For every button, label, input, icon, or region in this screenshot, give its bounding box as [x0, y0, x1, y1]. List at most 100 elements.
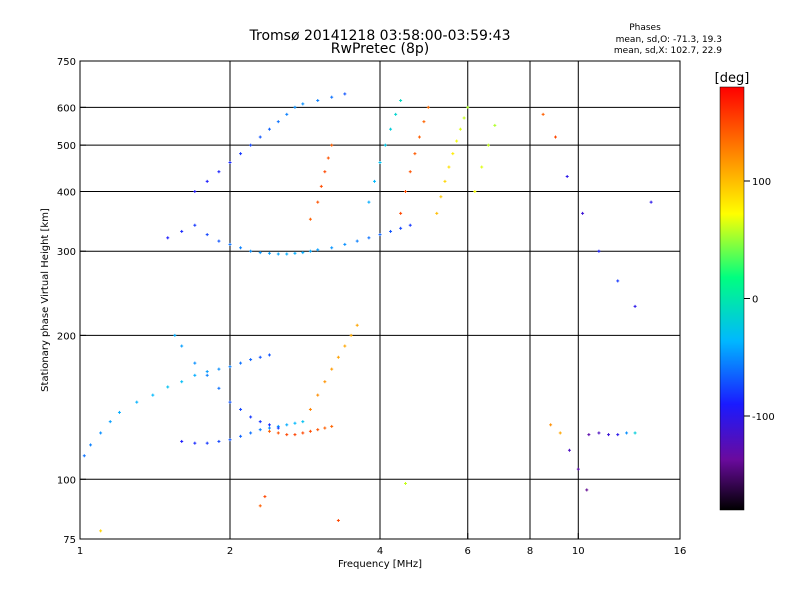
- x-axis-label: Frequency [MHz]: [338, 559, 422, 570]
- data-point: [228, 400, 232, 404]
- data-point: [217, 439, 221, 443]
- data-point: [205, 441, 209, 445]
- data-point: [541, 112, 545, 116]
- data-point: [633, 304, 637, 308]
- x-tick-label: 6: [465, 546, 471, 557]
- data-point: [399, 211, 403, 215]
- data-point: [443, 179, 447, 183]
- data-point: [180, 344, 184, 348]
- data-point: [249, 431, 253, 435]
- data-point: [205, 370, 209, 374]
- data-point: [336, 355, 340, 359]
- data-points: [82, 92, 653, 533]
- y-tick-label: 500: [57, 141, 76, 152]
- data-point: [473, 189, 477, 193]
- y-tick-label: 300: [57, 247, 76, 258]
- data-point: [323, 380, 327, 384]
- data-point: [239, 434, 243, 438]
- data-point: [408, 223, 412, 227]
- data-point: [228, 242, 232, 246]
- data-point: [597, 431, 601, 435]
- data-point: [367, 200, 371, 204]
- data-point: [249, 358, 253, 362]
- data-point: [276, 426, 280, 430]
- data-point: [82, 454, 86, 458]
- y-axis-label: Stationary phase Virtual Height [km]: [40, 208, 51, 392]
- data-point: [285, 423, 289, 427]
- data-point: [193, 373, 197, 377]
- data-point: [249, 249, 253, 253]
- data-point: [193, 223, 197, 227]
- data-point: [239, 246, 243, 250]
- data-point: [567, 448, 571, 452]
- data-point: [343, 242, 347, 246]
- data-point: [258, 428, 262, 432]
- data-point: [422, 120, 426, 124]
- data-point: [151, 393, 155, 397]
- data-point: [267, 423, 271, 427]
- x-tick-label: 2: [227, 546, 233, 557]
- data-point: [408, 170, 412, 174]
- x-tick-label: 1: [77, 546, 83, 557]
- chart-subtitle: RwPretec (8p): [331, 41, 429, 57]
- data-point: [413, 152, 417, 156]
- data-point: [323, 170, 327, 174]
- data-point: [99, 431, 103, 435]
- data-point: [597, 249, 601, 253]
- colorbar-ticks: 100 0 -100: [744, 177, 775, 423]
- data-point: [258, 355, 262, 359]
- data-point: [553, 135, 557, 139]
- data-point: [285, 252, 289, 256]
- data-point: [389, 229, 393, 233]
- data-point: [373, 179, 377, 183]
- data-point: [349, 333, 353, 337]
- data-point: [308, 407, 312, 411]
- data-point: [267, 353, 271, 357]
- data-point: [633, 431, 637, 435]
- data-point: [403, 481, 407, 485]
- data-point: [276, 120, 280, 124]
- data-point: [330, 367, 334, 371]
- phase-title: Phases: [629, 23, 661, 33]
- data-point: [399, 226, 403, 230]
- data-point: [389, 127, 393, 131]
- data-point: [462, 116, 466, 120]
- data-point: [258, 251, 262, 255]
- data-point: [316, 99, 320, 103]
- data-point: [249, 143, 253, 147]
- data-point: [549, 423, 553, 427]
- data-point: [267, 426, 271, 430]
- data-point: [308, 217, 312, 221]
- data-point: [276, 431, 280, 435]
- data-point: [301, 102, 305, 106]
- data-point: [330, 143, 334, 147]
- data-point: [316, 200, 320, 204]
- data-point: [285, 433, 289, 437]
- data-point: [228, 160, 232, 164]
- data-point: [239, 152, 243, 156]
- data-point: [355, 239, 359, 243]
- data-point: [576, 467, 580, 471]
- data-point: [89, 443, 93, 447]
- colorbar: [719, 86, 745, 511]
- colorbar-tick-label: -100: [752, 412, 775, 423]
- x-tick-label: 16: [674, 546, 687, 557]
- data-point: [166, 236, 170, 240]
- data-point: [316, 248, 320, 252]
- data-point: [323, 426, 327, 430]
- phase-o-stat: mean, sd,O: -71.3, 19.3: [616, 35, 722, 45]
- grid-lines: [80, 61, 680, 539]
- data-point: [439, 195, 443, 199]
- y-tick-label: 75: [63, 535, 76, 546]
- data-point: [486, 143, 490, 147]
- x-tick-label: 4: [377, 546, 383, 557]
- phase-x-stat: mean, sd,X: 102.7, 22.9: [614, 46, 722, 56]
- data-point: [117, 410, 121, 414]
- data-point: [455, 139, 459, 143]
- data-point: [326, 156, 330, 160]
- data-point: [193, 361, 197, 365]
- data-point: [394, 112, 398, 116]
- data-point: [330, 424, 334, 428]
- data-point: [135, 400, 139, 404]
